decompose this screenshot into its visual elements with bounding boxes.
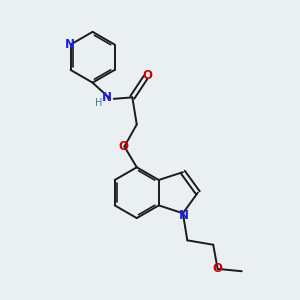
Text: O: O	[118, 140, 128, 153]
Text: N: N	[179, 209, 189, 222]
Text: N: N	[65, 38, 75, 51]
Text: H: H	[95, 98, 103, 108]
Text: N: N	[102, 92, 112, 104]
Text: O: O	[142, 69, 152, 82]
Text: O: O	[212, 262, 222, 275]
